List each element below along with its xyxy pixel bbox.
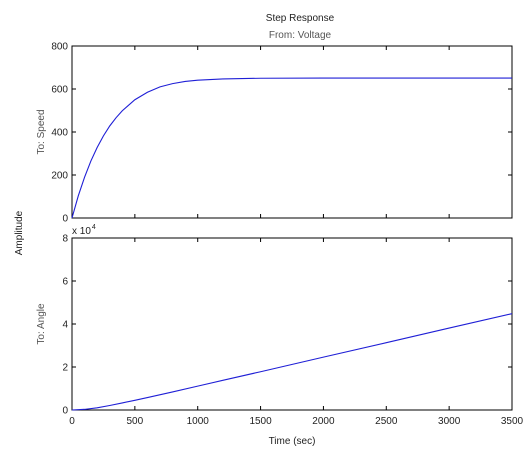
y-exponent-power: 4 xyxy=(92,224,96,231)
y-tick-label: 8 xyxy=(62,234,68,245)
panel-2: 0 2 4 6 8 0 500 1000 1500 2000 2500 3000 3500 To: Ang… xyxy=(36,224,524,427)
y-tick-label: 2 xyxy=(62,363,68,374)
y-axis-label: Amplitude xyxy=(14,210,25,255)
y-tick-label: 600 xyxy=(51,85,68,96)
y-tick-label: 0 xyxy=(62,214,68,225)
panel-1: 0 200 400 600 800 To: Speed xyxy=(36,42,513,225)
x-axis-label: Time (sec) xyxy=(269,436,316,447)
plot-frame xyxy=(71,45,513,219)
x-tick-label: 1500 xyxy=(249,416,272,427)
x-tick-label: 0 xyxy=(69,416,75,427)
y-exponent-label: x 10 xyxy=(72,226,91,237)
x-tick-label: 2500 xyxy=(375,416,398,427)
x-tick-label: 1000 xyxy=(187,416,210,427)
panels: 0 200 400 600 800 To: Speed 0 2 4 6 8 0 500 1000 1500 2… xyxy=(36,42,524,428)
plot-frame xyxy=(71,237,513,411)
chart-subtitle: From: Voltage xyxy=(269,30,332,41)
y-tick-label: 800 xyxy=(51,42,68,53)
x-tick-label: 2000 xyxy=(312,416,335,427)
x-tick-label: 3000 xyxy=(438,416,461,427)
panel-y-label: To: Angle xyxy=(36,303,47,345)
y-tick-label: 4 xyxy=(62,320,68,331)
y-tick-label: 200 xyxy=(51,171,68,182)
x-tick-label: 500 xyxy=(127,416,144,427)
x-tick-label: 3500 xyxy=(501,416,524,427)
panel-y-label: To: Speed xyxy=(36,109,47,154)
y-tick-label: 400 xyxy=(51,128,68,139)
chart-title: Step Response xyxy=(266,13,335,24)
series-line-2-1 xyxy=(71,313,513,411)
series-line-1-1 xyxy=(71,77,512,219)
y-tick-label: 0 xyxy=(62,406,68,417)
y-tick-label: 6 xyxy=(62,277,68,288)
